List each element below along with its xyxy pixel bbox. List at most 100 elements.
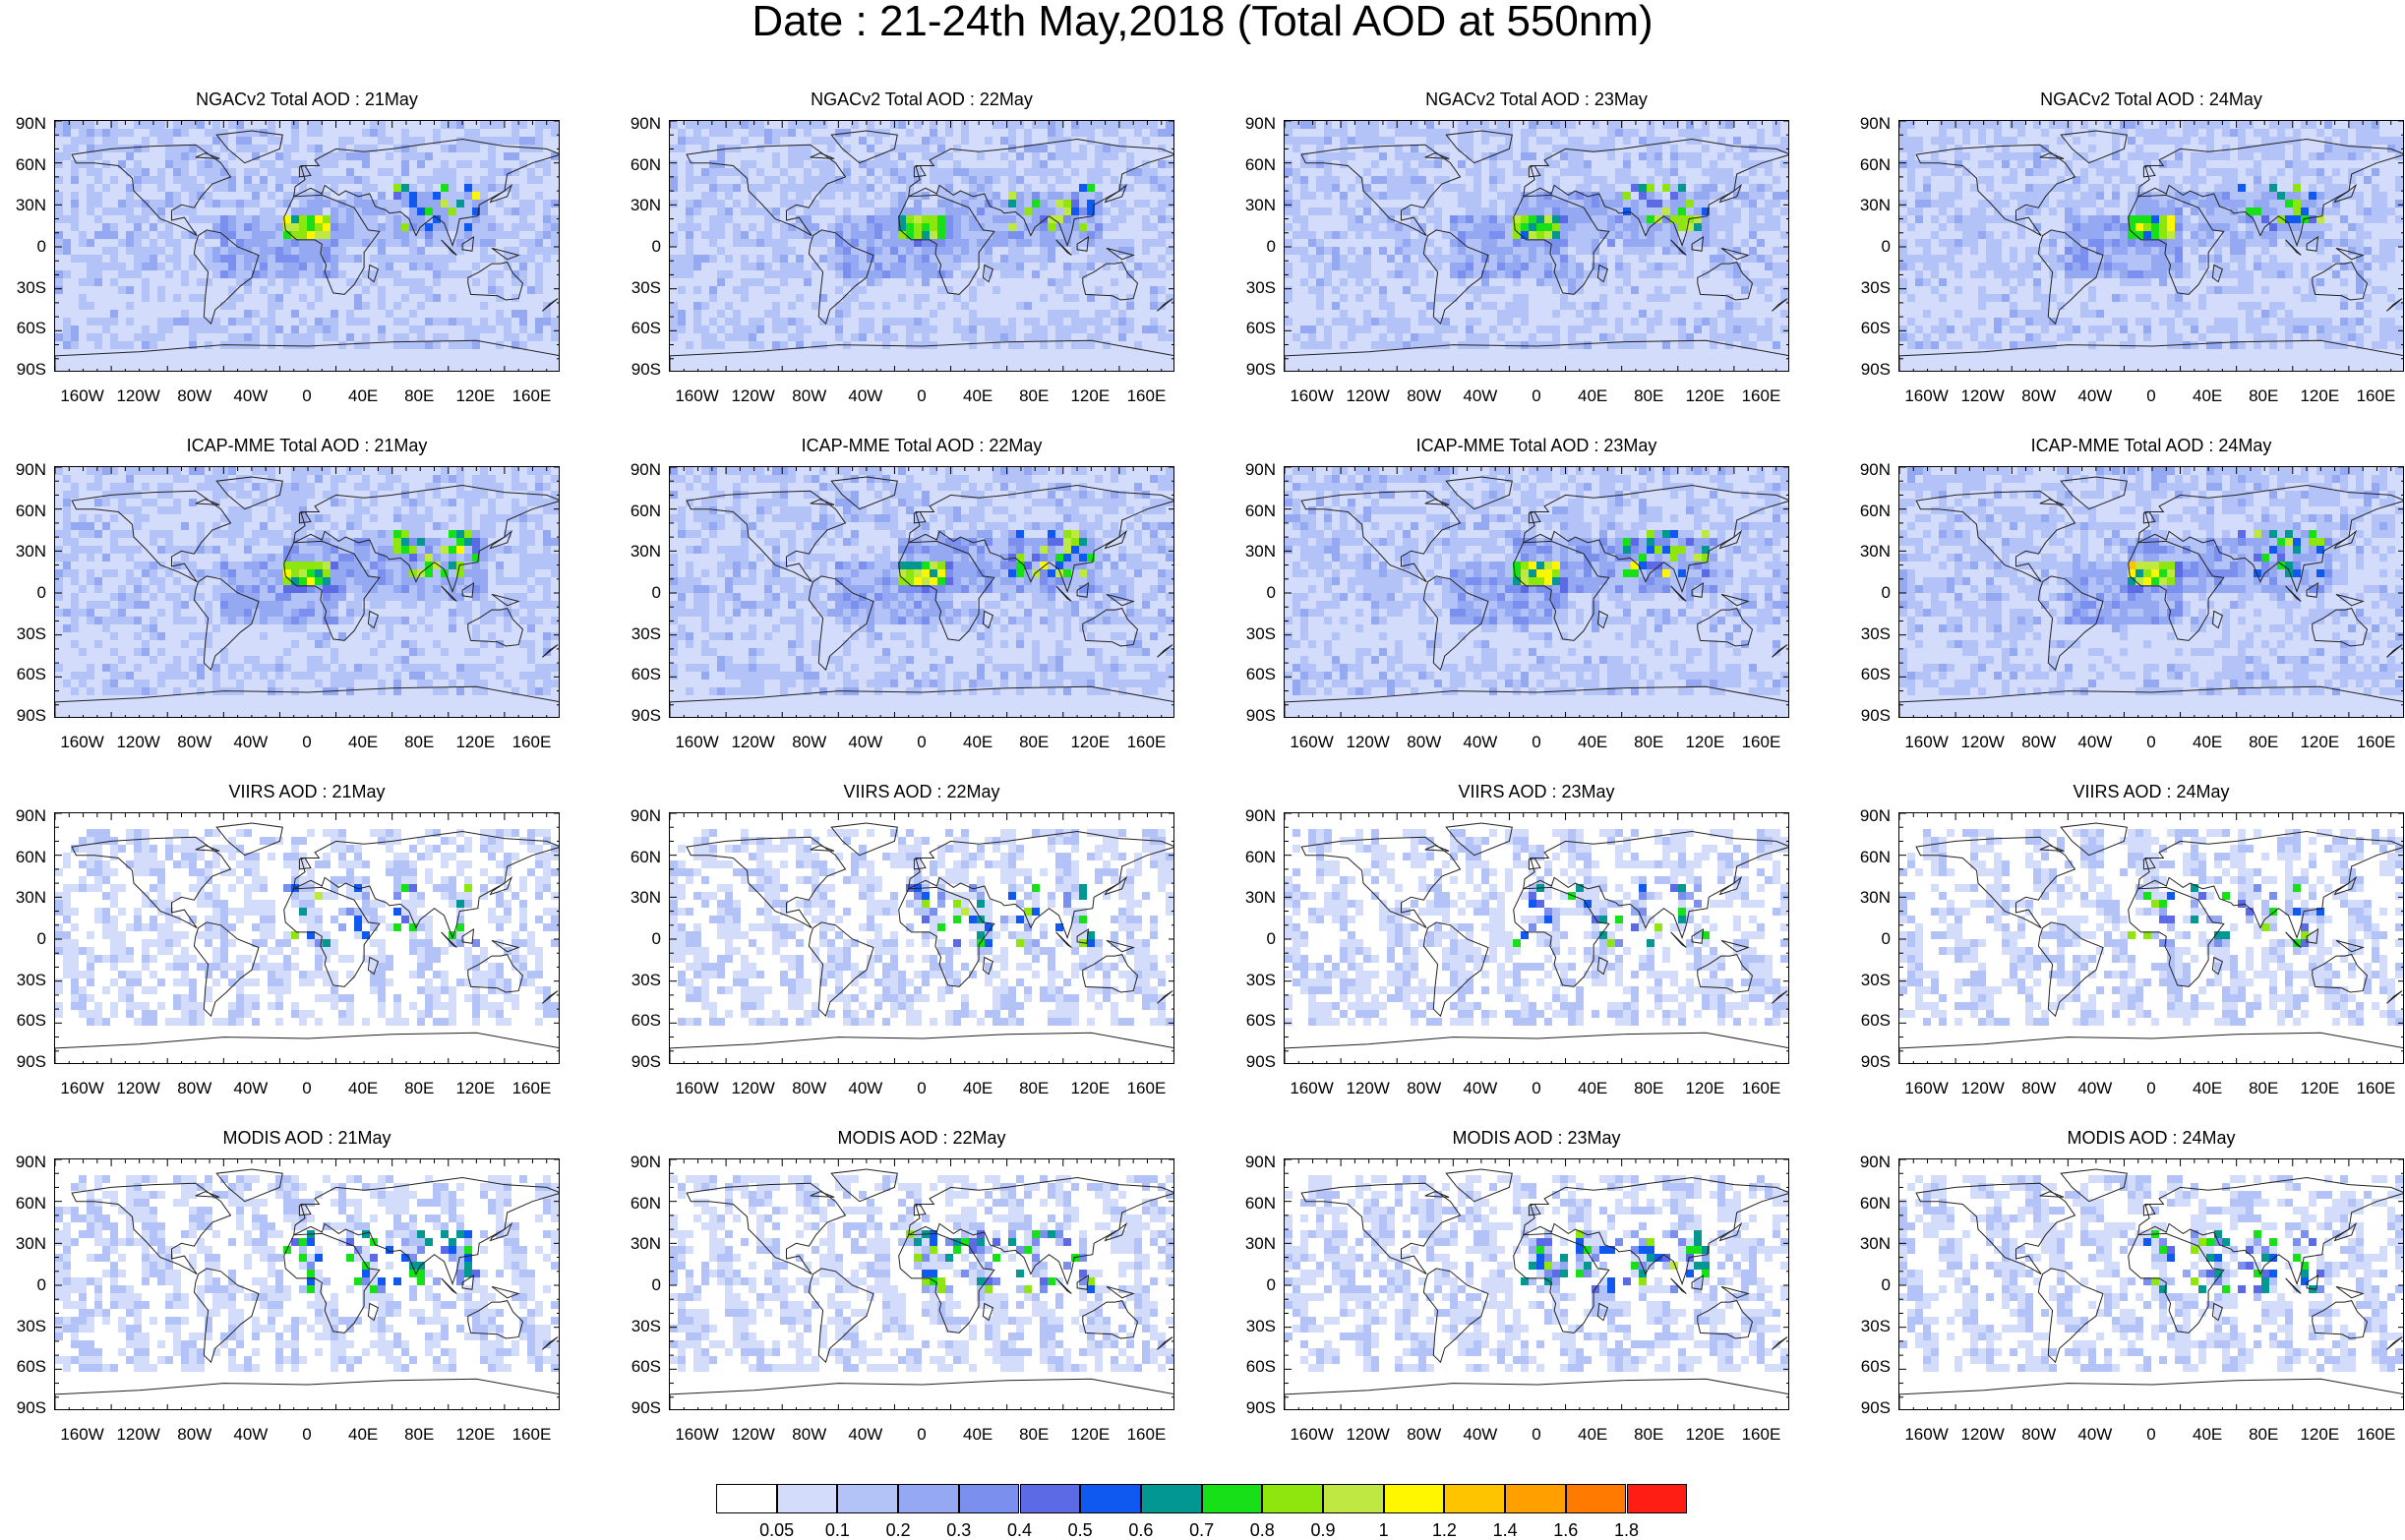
colorbar-label: 1.2 xyxy=(1414,1521,1473,1539)
latitude-tick-label: 60S xyxy=(1849,666,1891,682)
longitude-tick-label: 40E xyxy=(948,1080,1007,1096)
longitude-tick-label: 40W xyxy=(221,734,280,750)
latitude-tick-label: 60S xyxy=(1234,320,1276,336)
latitude-tick-label: 90S xyxy=(620,707,661,724)
aod-field-plot xyxy=(670,1159,1174,1410)
latitude-tick-label: 60N xyxy=(5,1195,46,1212)
colorbar-swatch xyxy=(1141,1484,1202,1513)
longitude-tick-label: 0 xyxy=(277,387,336,404)
latitude-tick-label: 0 xyxy=(1849,930,1891,947)
colorbar-label: 0.1 xyxy=(808,1521,867,1539)
map-frame xyxy=(1284,120,1789,372)
longitude-tick-label: 160E xyxy=(2346,734,2405,750)
latitude-tick-label: 90S xyxy=(1849,1399,1891,1416)
latitude-tick-label: 30N xyxy=(1849,1235,1891,1252)
longitude-tick-label: 80W xyxy=(1395,734,1454,750)
panel-title: NGACv2 Total AOD : 21May xyxy=(54,90,560,108)
latitude-tick-label: 30N xyxy=(5,1235,46,1252)
longitude-tick-label: 160W xyxy=(668,1426,727,1443)
longitude-tick-label: 160W xyxy=(668,1080,727,1096)
aod-field-plot xyxy=(670,467,1174,718)
latitude-tick-label: 90N xyxy=(1849,115,1891,132)
longitude-tick-label: 160W xyxy=(1897,734,1956,750)
longitude-tick-label: 120W xyxy=(724,387,783,404)
longitude-tick-label: 120E xyxy=(1675,387,1734,404)
colorbar-swatch xyxy=(1566,1484,1627,1513)
latitude-tick-label: 30S xyxy=(1849,625,1891,642)
aod-field-plot xyxy=(1899,121,2404,372)
longitude-tick-label: 40W xyxy=(2066,1426,2125,1443)
longitude-tick-label: 80E xyxy=(2234,387,2293,404)
longitude-tick-label: 80W xyxy=(780,387,839,404)
longitude-tick-label: 120W xyxy=(1954,1426,2013,1443)
longitude-tick-label: 80W xyxy=(2010,1080,2069,1096)
longitude-tick-label: 80W xyxy=(165,1426,224,1443)
longitude-tick-label: 40E xyxy=(2178,1080,2237,1096)
colorbar-swatch xyxy=(959,1484,1020,1513)
longitude-tick-label: 120W xyxy=(1339,734,1398,750)
latitude-tick-label: 30N xyxy=(1234,1235,1276,1252)
longitude-tick-label: 120E xyxy=(446,734,505,750)
colorbar-swatch xyxy=(1262,1484,1323,1513)
latitude-tick-label: 0 xyxy=(1849,1276,1891,1293)
latitude-tick-label: 90S xyxy=(620,361,661,378)
map-frame xyxy=(669,466,1174,718)
map-frame xyxy=(54,120,560,372)
longitude-tick-label: 0 xyxy=(2122,1080,2181,1096)
longitude-tick-label: 120E xyxy=(2290,1426,2349,1443)
latitude-tick-label: 30S xyxy=(1849,972,1891,988)
panel-title: MODIS AOD : 21May xyxy=(54,1129,560,1147)
latitude-tick-label: 60S xyxy=(1849,320,1891,336)
latitude-tick-label: 60N xyxy=(1234,1195,1276,1212)
latitude-tick-label: 30N xyxy=(5,197,46,213)
longitude-tick-label: 40W xyxy=(836,734,895,750)
longitude-tick-label: 0 xyxy=(892,387,951,404)
longitude-tick-label: 120E xyxy=(1060,1426,1119,1443)
longitude-tick-label: 160W xyxy=(1897,1426,1956,1443)
latitude-tick-label: 90S xyxy=(1234,361,1276,378)
longitude-tick-label: 120W xyxy=(1339,1080,1398,1096)
aod-field-plot xyxy=(1899,467,2404,718)
latitude-tick-label: 0 xyxy=(1849,584,1891,601)
latitude-tick-label: 60S xyxy=(620,320,661,336)
latitude-tick-label: 60S xyxy=(620,666,661,682)
latitude-tick-label: 60S xyxy=(5,1358,46,1375)
longitude-tick-label: 160W xyxy=(668,387,727,404)
latitude-tick-label: 90N xyxy=(1234,461,1276,478)
longitude-tick-label: 40W xyxy=(221,1080,280,1096)
panel-title: VIIRS AOD : 22May xyxy=(669,783,1174,800)
panel-title: NGACv2 Total AOD : 24May xyxy=(1898,90,2404,108)
map-frame xyxy=(1898,812,2404,1064)
longitude-tick-label: 80W xyxy=(780,1080,839,1096)
latitude-tick-label: 90S xyxy=(5,1053,46,1070)
longitude-tick-label: 0 xyxy=(1507,1426,1566,1443)
latitude-tick-label: 60S xyxy=(5,320,46,336)
latitude-tick-label: 30N xyxy=(620,1235,661,1252)
latitude-tick-label: 0 xyxy=(5,1276,46,1293)
latitude-tick-label: 60S xyxy=(620,1012,661,1029)
longitude-tick-label: 80W xyxy=(1395,387,1454,404)
longitude-tick-label: 40W xyxy=(836,1426,895,1443)
aod-field-plot xyxy=(670,813,1174,1064)
latitude-tick-label: 60N xyxy=(1849,1195,1891,1212)
longitude-tick-label: 120W xyxy=(1954,1080,2013,1096)
longitude-tick-label: 120E xyxy=(1060,387,1119,404)
longitude-tick-label: 120W xyxy=(1339,387,1398,404)
longitude-tick-label: 80W xyxy=(780,1426,839,1443)
latitude-tick-label: 30N xyxy=(1234,543,1276,560)
longitude-tick-label: 120W xyxy=(1954,387,2013,404)
latitude-tick-label: 0 xyxy=(1849,238,1891,255)
colorbar-label: 0.8 xyxy=(1233,1521,1292,1539)
longitude-tick-label: 120W xyxy=(724,1426,783,1443)
latitude-tick-label: 90N xyxy=(620,461,661,478)
latitude-tick-label: 90N xyxy=(1849,807,1891,824)
longitude-tick-label: 80W xyxy=(2010,734,2069,750)
longitude-tick-label: 40E xyxy=(948,1426,1007,1443)
longitude-tick-label: 120E xyxy=(1060,1080,1119,1096)
latitude-tick-label: 60N xyxy=(5,849,46,865)
longitude-tick-label: 40E xyxy=(1563,1426,1622,1443)
latitude-tick-label: 60S xyxy=(1234,666,1276,682)
latitude-tick-label: 30N xyxy=(1234,197,1276,213)
latitude-tick-label: 0 xyxy=(5,930,46,947)
latitude-tick-label: 60N xyxy=(1234,849,1276,865)
